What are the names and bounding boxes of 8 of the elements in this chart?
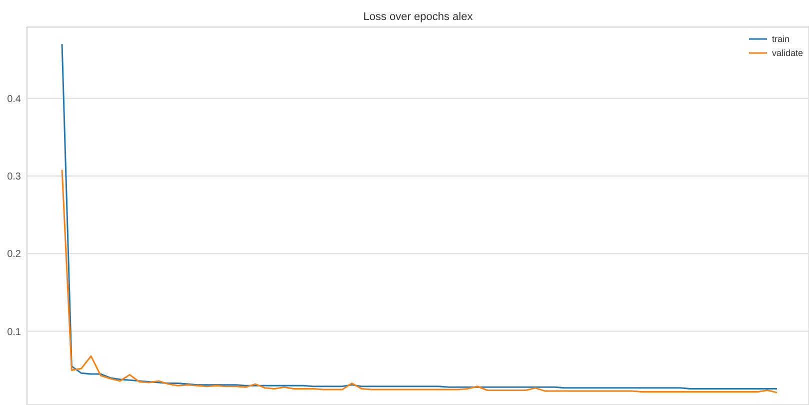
line-series xyxy=(61,169,778,394)
y-tick-label: 0.2 xyxy=(7,249,22,260)
legend-label: validate xyxy=(772,48,804,58)
legend-label: train xyxy=(772,34,790,44)
y-tick-label: 0.3 xyxy=(7,172,22,183)
y-tick-label: 0.1 xyxy=(7,326,22,338)
y-tick-label: 0.4 xyxy=(7,94,22,105)
chart-title: Loss over epochs alex xyxy=(363,11,474,23)
